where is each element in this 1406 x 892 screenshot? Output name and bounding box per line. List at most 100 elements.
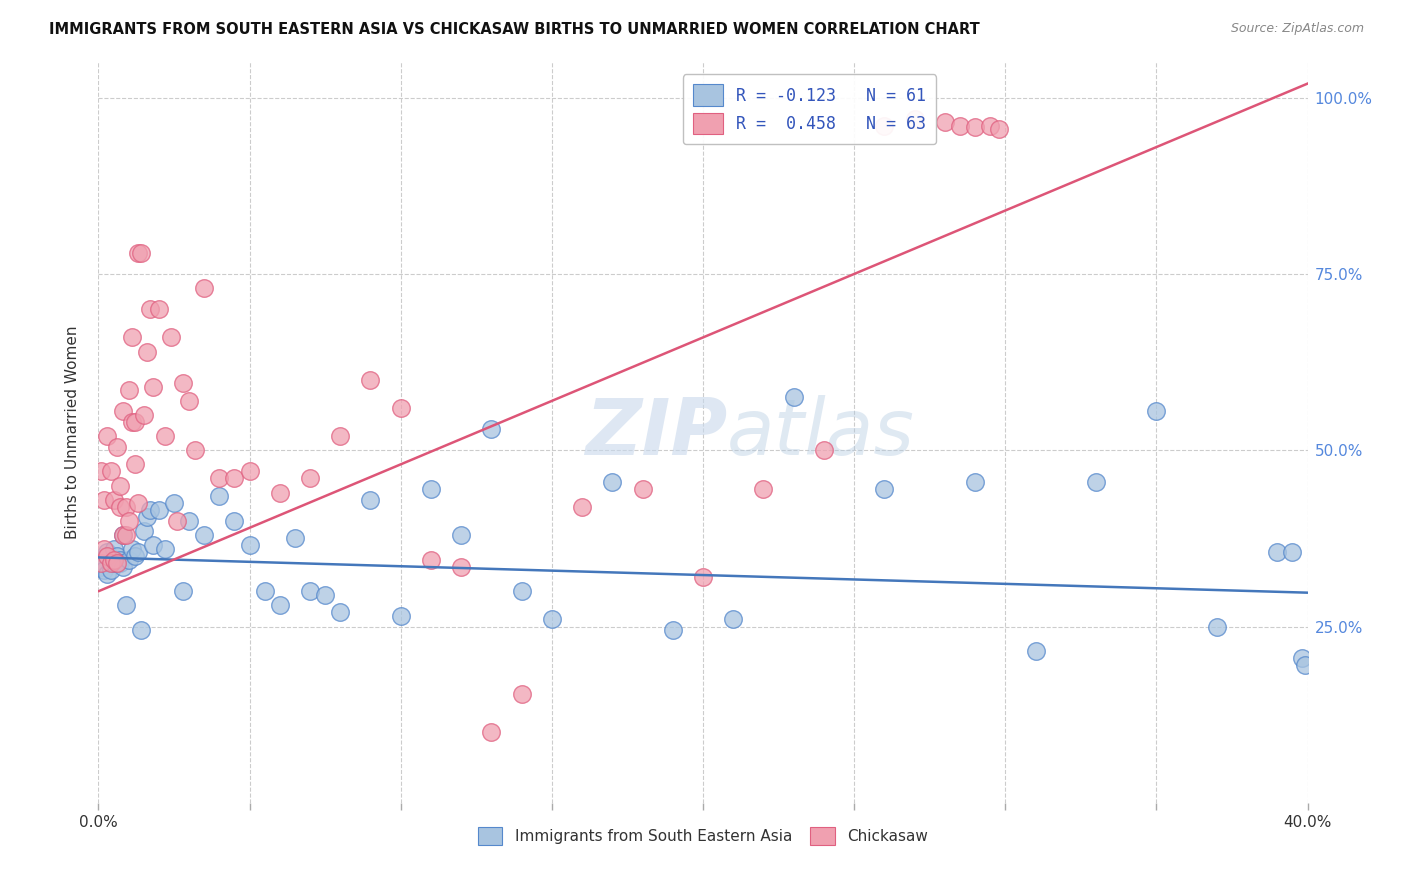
Point — [96, 545, 118, 559]
Point — [224, 514, 246, 528]
Point — [93, 492, 115, 507]
Point — [111, 559, 134, 574]
Point — [389, 609, 412, 624]
Point — [692, 570, 714, 584]
Point — [314, 588, 336, 602]
Point — [124, 458, 146, 472]
Text: atlas: atlas — [727, 394, 915, 471]
Point — [105, 549, 128, 563]
Point — [166, 514, 188, 528]
Point — [481, 422, 503, 436]
Point — [269, 599, 291, 613]
Point — [121, 541, 143, 556]
Point — [360, 373, 382, 387]
Point — [132, 408, 155, 422]
Point — [105, 556, 128, 570]
Point — [93, 556, 115, 570]
Text: Source: ZipAtlas.com: Source: ZipAtlas.com — [1230, 22, 1364, 36]
Point — [873, 482, 896, 496]
Point — [904, 112, 927, 126]
Point — [124, 549, 146, 563]
Point — [105, 556, 128, 570]
Point — [153, 541, 176, 556]
Point — [329, 606, 352, 620]
Point — [571, 500, 593, 514]
Point — [510, 584, 533, 599]
Point — [93, 563, 115, 577]
Point — [160, 330, 183, 344]
Point — [172, 376, 194, 391]
Point — [118, 384, 141, 398]
Point — [135, 344, 157, 359]
Point — [360, 492, 382, 507]
Point — [127, 545, 149, 559]
Point — [111, 528, 134, 542]
Point — [1267, 545, 1289, 559]
Point — [142, 538, 165, 552]
Point — [142, 380, 165, 394]
Point — [172, 584, 194, 599]
Point — [118, 552, 141, 566]
Point — [135, 510, 157, 524]
Point — [111, 528, 134, 542]
Point — [114, 500, 136, 514]
Point — [193, 281, 215, 295]
Point — [1291, 651, 1313, 665]
Point — [139, 302, 162, 317]
Point — [179, 514, 201, 528]
Point — [108, 478, 131, 492]
Point — [510, 686, 533, 700]
Point — [965, 120, 987, 135]
Point — [193, 528, 215, 542]
Point — [163, 496, 186, 510]
Point — [108, 500, 131, 514]
Point — [96, 549, 118, 563]
Point — [631, 482, 654, 496]
Point — [420, 482, 443, 496]
Point — [121, 415, 143, 429]
Point — [208, 489, 231, 503]
Point — [127, 496, 149, 510]
Point — [1281, 545, 1303, 559]
Point — [90, 464, 112, 478]
Point — [103, 492, 125, 507]
Point — [284, 532, 307, 546]
Point — [979, 119, 1001, 133]
Point — [752, 482, 775, 496]
Point — [988, 122, 1011, 136]
Point — [783, 390, 806, 404]
Point — [1294, 658, 1316, 673]
Point — [329, 429, 352, 443]
Point — [132, 524, 155, 539]
Text: ZIP: ZIP — [585, 394, 727, 471]
Point — [934, 115, 956, 129]
Point — [1024, 644, 1046, 658]
Point — [153, 429, 176, 443]
Point — [540, 612, 562, 626]
Legend: Immigrants from South Eastern Asia, Chickasaw: Immigrants from South Eastern Asia, Chic… — [472, 821, 934, 851]
Point — [90, 556, 112, 570]
Point — [100, 563, 122, 577]
Point — [1206, 619, 1229, 633]
Point — [949, 119, 972, 133]
Point — [602, 475, 624, 489]
Point — [148, 503, 170, 517]
Point — [1144, 404, 1167, 418]
Point — [481, 725, 503, 739]
Point — [389, 401, 412, 415]
Point — [100, 556, 122, 570]
Point — [129, 245, 152, 260]
Y-axis label: Births to Unmarried Women: Births to Unmarried Women — [65, 326, 80, 540]
Text: IMMIGRANTS FROM SOUTH EASTERN ASIA VS CHICKASAW BIRTHS TO UNMARRIED WOMEN CORREL: IMMIGRANTS FROM SOUTH EASTERN ASIA VS CH… — [49, 22, 980, 37]
Point — [108, 552, 131, 566]
Point — [114, 528, 136, 542]
Point — [208, 471, 231, 485]
Point — [90, 559, 112, 574]
Point — [103, 552, 125, 566]
Point — [121, 330, 143, 344]
Point — [103, 541, 125, 556]
Point — [118, 514, 141, 528]
Point — [661, 623, 683, 637]
Point — [139, 503, 162, 517]
Point — [965, 475, 987, 489]
